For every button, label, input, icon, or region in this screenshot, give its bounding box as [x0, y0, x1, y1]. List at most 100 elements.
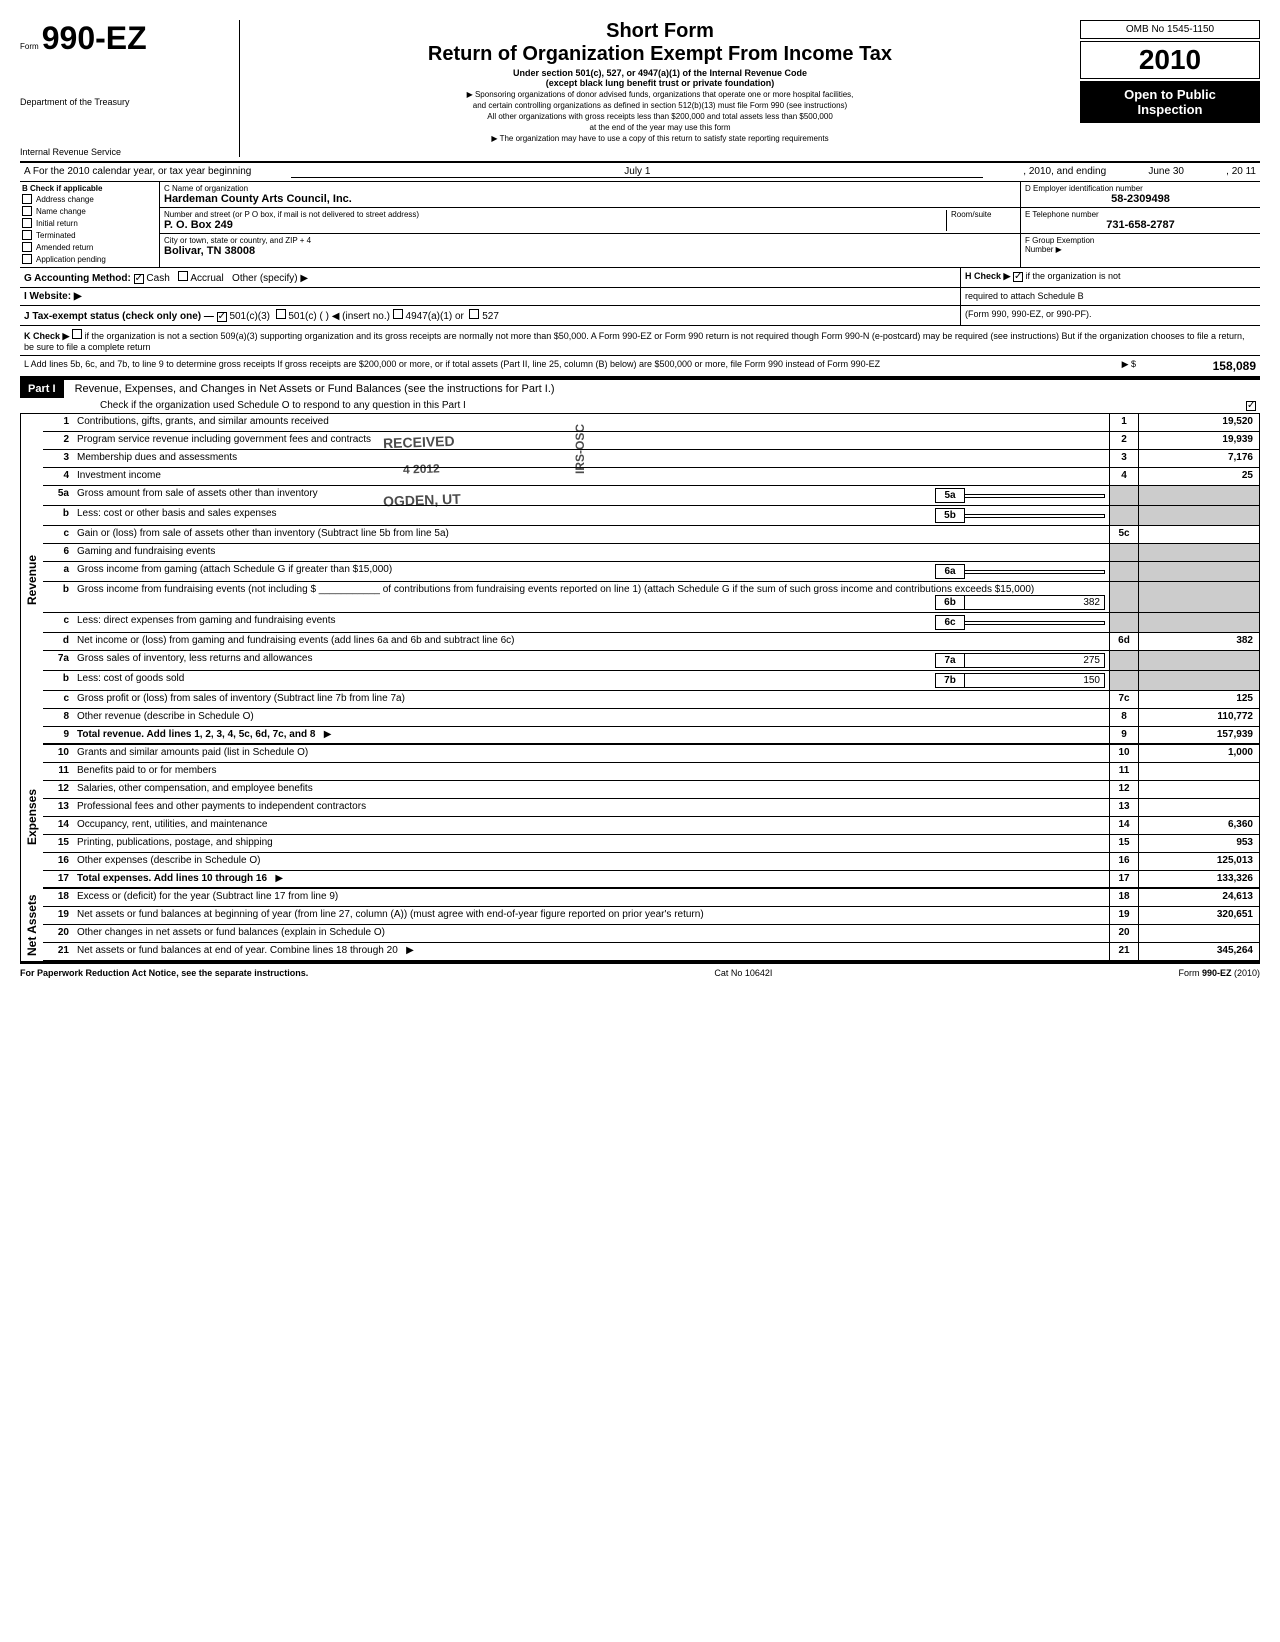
check-terminated[interactable]: Terminated — [22, 229, 157, 241]
line-15: 15Printing, publications, postage, and s… — [43, 835, 1259, 853]
except-text: (except black lung benefit trust or priv… — [250, 78, 1070, 88]
header-left: Form 990-EZ Department of the Treasury I… — [20, 20, 240, 157]
l-arrow: ▶ $ — [1122, 359, 1136, 369]
header-center: Short Form Return of Organization Exempt… — [240, 20, 1080, 157]
line-11: 11Benefits paid to or for members11 — [43, 763, 1259, 781]
check-4947[interactable] — [393, 309, 403, 319]
line-6a: aGross income from gaming (attach Schedu… — [43, 562, 1259, 582]
line-5b: bLess: cost or other basis and sales exp… — [43, 506, 1259, 526]
a-mid: , 2010, and ending — [1023, 166, 1106, 178]
check-name-change[interactable]: Name change — [22, 205, 157, 217]
line-3: 3Membership dues and assessments 37,176 — [43, 450, 1259, 468]
stamp-received: RECEIVED — [383, 433, 455, 451]
sponsor-3: All other organizations with gross recei… — [250, 112, 1070, 121]
part1-title: Revenue, Expenses, and Changes in Net As… — [67, 383, 555, 395]
open-line-1: Open to Public — [1086, 87, 1254, 102]
f-label2: Number ▶ — [1025, 245, 1256, 254]
tax-year: 2010 — [1080, 41, 1260, 79]
c-label: C Name of organization — [164, 184, 1016, 193]
line-6b: b Gross income from fundraising events (… — [43, 582, 1259, 613]
stamp-ogden: OGDEN, UT — [383, 491, 461, 510]
check-accrual[interactable] — [178, 271, 188, 281]
short-form-label: Short Form — [250, 20, 1070, 43]
row-i: I Website: ▶ required to attach Schedule… — [20, 288, 1260, 306]
end-date: June 30 — [1106, 166, 1226, 178]
k-text: if the organization is not a section 509… — [24, 331, 1245, 352]
h-text2: required to attach Schedule B — [960, 288, 1260, 305]
line-2: 2Program service revenue including gover… — [43, 432, 1259, 450]
form-number: 990-EZ — [42, 20, 147, 56]
stamp-irs: IRS-OSC — [573, 424, 587, 474]
h-check: H Check ▶ if the organization is not — [960, 268, 1260, 287]
line-5a: 5aGross amount from sale of assets other… — [43, 486, 1259, 506]
column-b: B Check if applicable Address change Nam… — [20, 182, 160, 267]
h-text3: (Form 990, 990-EZ, or 990-PF). — [960, 306, 1260, 325]
l-text: L Add lines 5b, 6c, and 7b, to line 9 to… — [24, 359, 1036, 373]
a-end-year: , 20 11 — [1226, 166, 1256, 178]
address-box: Number and street (or P O box, if mail i… — [160, 208, 1020, 234]
form-header: Form 990-EZ Department of the Treasury I… — [20, 20, 1260, 163]
addr-label: Number and street (or P O box, if mail i… — [164, 210, 946, 219]
line-19: 19Net assets or fund balances at beginni… — [43, 907, 1259, 925]
city-box: City or town, state or country, and ZIP … — [160, 234, 1020, 259]
ein: 58-2309498 — [1025, 193, 1256, 205]
address: P. O. Box 249 — [164, 219, 946, 231]
row-a: A For the 2010 calendar year, or tax yea… — [20, 163, 1260, 182]
under-section: Under section 501(c), 527, or 4947(a)(1)… — [250, 68, 1070, 78]
form-footer: For Paperwork Reduction Act Notice, see … — [20, 963, 1260, 978]
check-h[interactable] — [1013, 272, 1023, 282]
check-schedule-o[interactable] — [1246, 401, 1256, 411]
check-cash[interactable] — [134, 274, 144, 284]
org-name-box: C Name of organization Hardeman County A… — [160, 182, 1020, 208]
column-def: D Employer identification number 58-2309… — [1020, 182, 1260, 267]
phone-box: E Telephone number 731-658-2787 — [1021, 208, 1260, 234]
line-6d: dNet income or (loss) from gaming and fu… — [43, 633, 1259, 651]
revenue-label: Revenue — [21, 414, 43, 745]
city-label: City or town, state or country, and ZIP … — [164, 236, 1016, 245]
row-k: K Check ▶ if the organization is not a s… — [20, 326, 1260, 356]
line-13: 13Professional fees and other payments t… — [43, 799, 1259, 817]
i-label: I Website: ▶ — [24, 291, 82, 302]
check-amended[interactable]: Amended return — [22, 241, 157, 253]
stamp-date: 4 2012 — [403, 461, 440, 476]
row-j: J Tax-exempt status (check only one) — 5… — [20, 306, 1260, 326]
netassets-label: Net Assets — [21, 889, 43, 961]
line-4: 4Investment income 425 — [43, 468, 1259, 486]
check-k[interactable] — [72, 329, 82, 339]
line-18: 18Excess or (deficit) for the year (Subt… — [43, 889, 1259, 907]
form-prefix: Form — [20, 42, 39, 51]
begin-date: July 1 — [291, 166, 983, 178]
line-12: 12Salaries, other compensation, and empl… — [43, 781, 1259, 799]
expenses-section: Expenses 10Grants and similar amounts pa… — [20, 745, 1260, 889]
dept-treasury: Department of the Treasury — [20, 97, 231, 107]
check-initial-return[interactable]: Initial return — [22, 217, 157, 229]
open-line-2: Inspection — [1086, 102, 1254, 117]
a-label: A For the 2010 calendar year, or tax yea… — [24, 166, 251, 178]
netassets-section: Net Assets 18Excess or (deficit) for the… — [20, 889, 1260, 963]
g-label: G Accounting Method: — [24, 273, 131, 284]
check-address-change[interactable]: Address change — [22, 193, 157, 205]
org-name: Hardeman County Arts Council, Inc. — [164, 193, 1016, 205]
sponsor-1: ▶ Sponsoring organizations of donor advi… — [250, 90, 1070, 99]
open-to-public: Open to Public Inspection — [1080, 81, 1260, 123]
line-21: 21Net assets or fund balances at end of … — [43, 943, 1259, 961]
check-501c[interactable] — [276, 309, 286, 319]
l-amount: 158,089 — [1136, 359, 1256, 373]
line-20: 20Other changes in net assets or fund ba… — [43, 925, 1259, 943]
part1-check-text: Check if the organization used Schedule … — [100, 400, 466, 411]
check-application-pending[interactable]: Application pending — [22, 253, 157, 265]
sponsor-4: at the end of the year may use this form — [250, 123, 1070, 132]
group-exemption-box: F Group Exemption Number ▶ — [1021, 234, 1260, 256]
b-label: B Check if applicable — [22, 184, 157, 193]
line-17: 17Total expenses. Add lines 10 through 1… — [43, 871, 1259, 889]
line-7a: 7aGross sales of inventory, less returns… — [43, 651, 1259, 671]
form-container: Form 990-EZ Department of the Treasury I… — [20, 20, 1260, 978]
part1-label: Part I — [20, 380, 64, 398]
line-9: 9Total revenue. Add lines 1, 2, 3, 4, 5c… — [43, 727, 1259, 745]
e-label: E Telephone number — [1025, 210, 1256, 219]
part1-header: Part I Revenue, Expenses, and Changes in… — [20, 378, 1260, 414]
line-6c: cLess: direct expenses from gaming and f… — [43, 613, 1259, 633]
check-527[interactable] — [469, 309, 479, 319]
omb-number: OMB No 1545-1150 — [1080, 20, 1260, 39]
check-501c3[interactable] — [217, 312, 227, 322]
